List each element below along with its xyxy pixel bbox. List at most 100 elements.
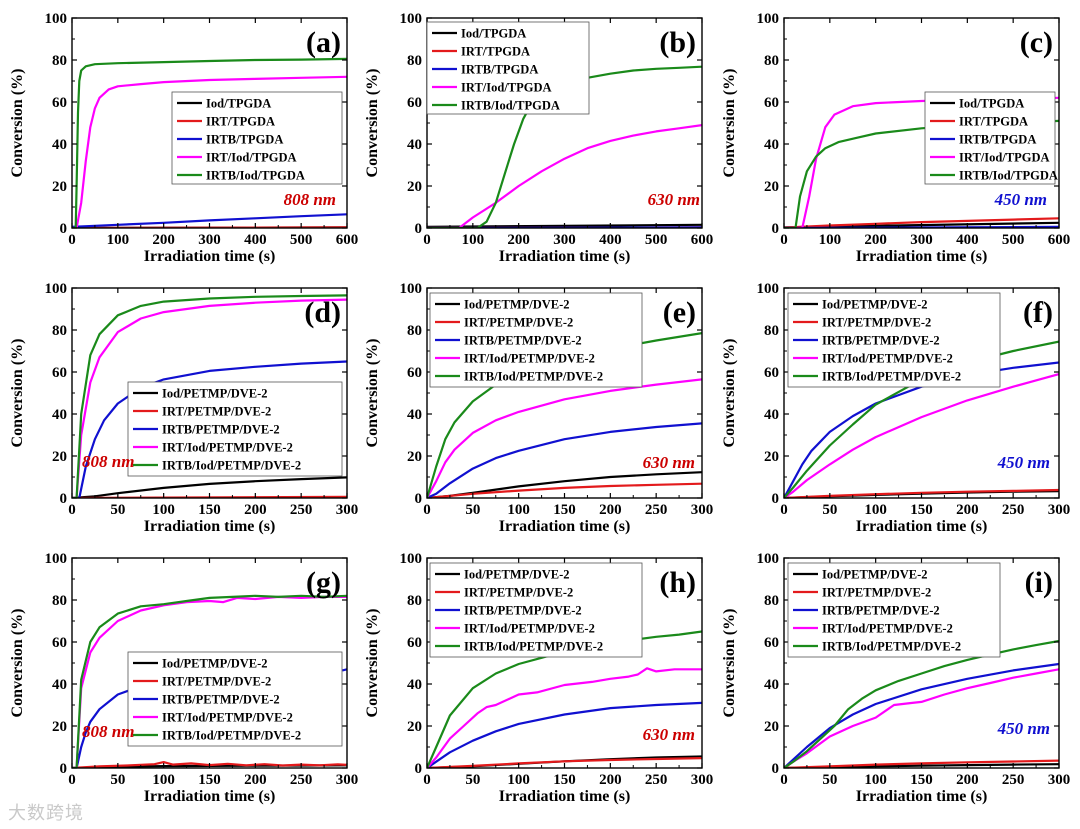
watermark-text: 大数跨境 (8, 803, 84, 824)
legend-entry: IRT/Iod/TPGDA (959, 151, 1050, 165)
legend-entry: IRT/TPGDA (959, 115, 1028, 129)
legend-entry: Iod/PETMP/DVE-2 (162, 657, 268, 671)
x-tick-label: 600 (336, 232, 359, 248)
y-tick-label: 20 (407, 449, 422, 465)
x-tick-label: 100 (107, 232, 130, 248)
y-tick-label: 60 (52, 95, 67, 111)
x-tick-label: 150 (910, 502, 933, 518)
legend-entry: IRT/Iod/TPGDA (461, 81, 552, 95)
legend-entry: IRTB/PETMP/DVE-2 (464, 604, 582, 618)
wavelength-label: 808 nm (82, 722, 134, 741)
x-tick-label: 250 (290, 502, 313, 518)
wavelength-label: 630 nm (643, 725, 695, 744)
legend-entry: IRTB/TPGDA (206, 133, 283, 147)
x-tick-label: 300 (553, 232, 576, 248)
y-tick-label: 0 (60, 221, 68, 237)
y-tick-label: 20 (764, 179, 779, 195)
y-tick-label: 0 (772, 491, 780, 507)
chart-panel: 0 50 100 150 200 250 300020406080100Irradiatio… (9, 281, 358, 535)
y-tick-label: 100 (757, 281, 780, 297)
series-line (427, 422, 702, 498)
legend-entry: IRTB/PETMP/DVE-2 (162, 423, 280, 437)
legend-entry: IRTB/Iod/PETMP/DVE-2 (162, 459, 301, 473)
x-tick-label: 300 (336, 502, 359, 518)
legend-entry: IRTB/TPGDA (959, 133, 1036, 147)
wavelength-label: 450 nm (994, 190, 1047, 209)
y-tick-label: 80 (52, 323, 67, 339)
x-tick-label: 100 (864, 772, 887, 788)
panel-label: (h) (659, 566, 696, 599)
chart-panel: 0 100 200 300 400 500 600 0 20 40 60 80 100 Irradiati… (364, 11, 713, 265)
panel-label: (d) (304, 296, 341, 329)
y-tick-label: 100 (45, 281, 68, 297)
y-tick-label: 60 (52, 635, 67, 651)
series-line (72, 294, 347, 498)
y-tick-label: 80 (764, 593, 779, 609)
x-tick-label: 0 (423, 772, 431, 788)
x-axis-title: Irradiation time (s) (144, 248, 276, 265)
x-tick-label: 600 (1048, 232, 1071, 248)
y-tick-label: 0 (772, 761, 780, 777)
legend-box (787, 292, 1001, 388)
x-tick-label: 250 (290, 772, 313, 788)
wavelength-label: 808 nm (82, 452, 134, 471)
series-line (342, 668, 347, 672)
legend-entry: IRT/PETMP/DVE-2 (464, 586, 573, 600)
y-tick-label: 60 (764, 95, 779, 111)
x-tick-label: 500 (645, 232, 668, 248)
y-axis-title: Conversion (%) (364, 339, 381, 448)
x-tick-label: 300 (910, 232, 933, 248)
y-tick-label: 80 (52, 593, 67, 609)
series-line (784, 662, 1059, 768)
y-axis-title: Conversion (%) (364, 69, 381, 178)
y-tick-label: 80 (52, 53, 67, 69)
y-tick-label: 60 (52, 365, 67, 381)
y-tick-label: 40 (407, 407, 422, 423)
legend-entry: IRT/Iod/PETMP/DVE-2 (822, 352, 953, 366)
y-tick-label: 100 (757, 551, 780, 567)
y-tick-label: 100 (45, 551, 68, 567)
x-tick-label: 150 (553, 502, 576, 518)
legend-entry: IRT/TPGDA (206, 115, 275, 129)
x-axis-title: Irradiation time (s) (499, 518, 631, 535)
x-tick-label: 100 (864, 502, 887, 518)
legend-box (127, 381, 343, 477)
x-tick-label: 250 (1002, 772, 1025, 788)
legend-entry: IRT/TPGDA (461, 45, 530, 59)
y-tick-label: 100 (757, 11, 780, 27)
y-tick-label: 20 (407, 719, 422, 735)
x-tick-label: 0 (68, 232, 76, 248)
x-tick-label: 200 (244, 502, 267, 518)
legend-entry: Iod/PETMP/DVE-2 (822, 298, 928, 312)
series-line (72, 760, 347, 768)
legend-entry: IRT/Iod/PETMP/DVE-2 (464, 622, 595, 636)
x-tick-label: 100 (152, 502, 175, 518)
y-tick-label: 60 (407, 365, 422, 381)
y-tick-label: 80 (764, 53, 779, 69)
y-tick-label: 20 (764, 449, 779, 465)
legend-entry: IRTB/TPGDA (461, 63, 538, 77)
y-tick-label: 40 (52, 677, 67, 693)
legend-entry: IRT/PETMP/DVE-2 (162, 675, 271, 689)
y-tick-label: 40 (407, 137, 422, 153)
y-tick-label: 100 (400, 281, 423, 297)
panel-label: (i) (1025, 566, 1053, 599)
x-tick-label: 250 (1002, 502, 1025, 518)
y-tick-label: 20 (52, 449, 67, 465)
legend-entry: Iod/PETMP/DVE-2 (822, 568, 928, 582)
x-tick-label: 0 (68, 502, 76, 518)
legend-entry: IRTB/Iod/TPGDA (461, 99, 560, 113)
x-axis-title: Irradiation time (s) (856, 518, 988, 535)
y-tick-label: 100 (400, 551, 423, 567)
legend-box (787, 562, 1001, 658)
y-tick-label: 20 (52, 719, 67, 735)
legend-entry: IRTB/PETMP/DVE-2 (162, 693, 280, 707)
chart-panel: 0 50 100 150 200 250 300020406080100Irradiatio… (364, 281, 713, 535)
legend-entry: IRT/Iod/PETMP/DVE-2 (464, 352, 595, 366)
y-tick-label: 40 (407, 677, 422, 693)
chart-panel: 0 100 200 300 400 500 600 0 20 40 60 80 100 Irradiati… (9, 11, 358, 265)
x-tick-label: 100 (819, 232, 842, 248)
x-tick-label: 50 (822, 502, 837, 518)
y-tick-label: 0 (60, 491, 68, 507)
y-tick-label: 0 (415, 761, 423, 777)
